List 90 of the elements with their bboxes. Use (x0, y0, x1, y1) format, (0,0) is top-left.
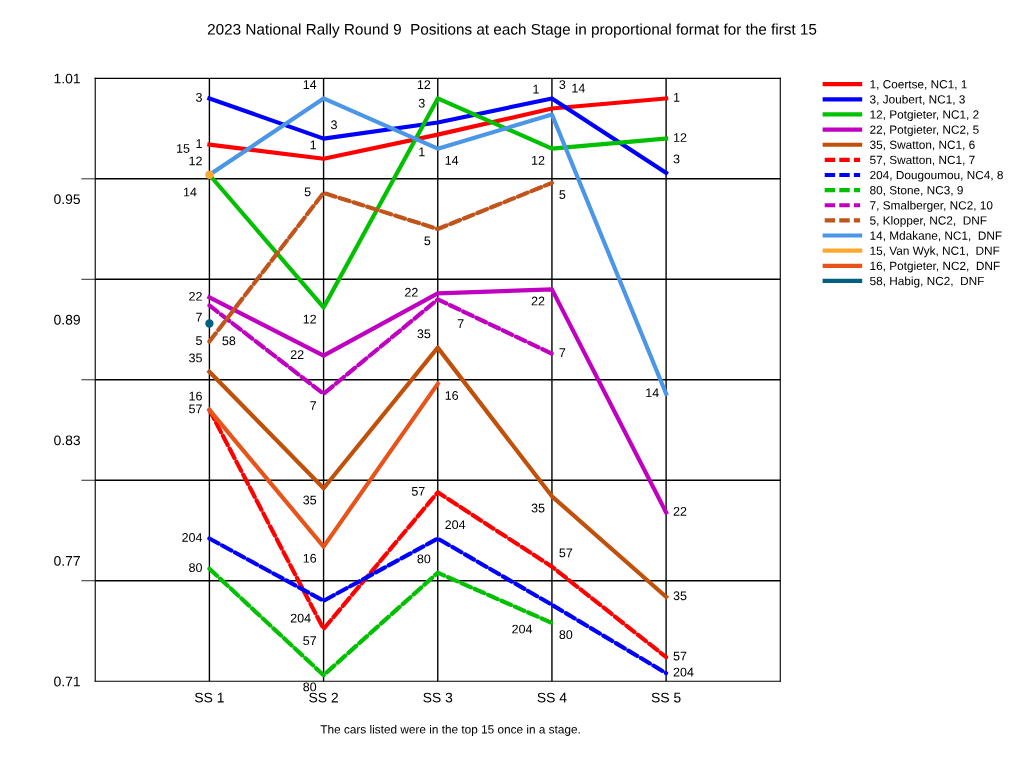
legend-label: 35, Swatton, NC1, 6 (870, 140, 975, 151)
annotation: 7 (310, 401, 317, 410)
annotation: 204 (512, 624, 533, 634)
annotation: 7 (559, 348, 566, 357)
annotation: 35 (673, 591, 687, 601)
annotation: 14 (646, 388, 659, 398)
annotation: 12 (532, 155, 545, 165)
annotation: 1 (674, 93, 680, 102)
annotation: 7 (196, 312, 202, 322)
annotation: 12 (674, 133, 687, 142)
annotation: 12 (417, 80, 431, 89)
annotation: 12 (189, 156, 202, 166)
annotation: 22 (531, 296, 545, 306)
annotation: 57 (303, 636, 317, 646)
annotation: 22 (405, 287, 418, 297)
annotation: 15 (177, 144, 190, 153)
annotation: 12 (303, 314, 317, 324)
annotation: 204 (182, 533, 203, 542)
legend-label: 80, Stone, NC3, 9 (870, 186, 963, 196)
line-series (207, 566, 555, 678)
legend-label: 15, Van Wyk, NC1, DNF (870, 246, 1000, 258)
annotation: 204 (445, 520, 466, 530)
legend-label: 1, Coertse, NC1, 1 (870, 80, 967, 90)
annotation: 35 (417, 329, 431, 339)
annotation: 14 (303, 80, 317, 89)
annotation: 14 (183, 187, 197, 197)
legend-label: 14, Mdakane, NC1, DNF (870, 231, 1002, 242)
annotation: 1 (419, 147, 425, 157)
y-tick-label: 1.01 (54, 73, 80, 84)
annotation: 5 (304, 187, 311, 197)
annotation: 14 (445, 156, 459, 165)
y-tick-label: 0.83 (54, 435, 80, 446)
y-tick-label: 0.77 (54, 555, 80, 566)
legend-label: 7, Smalberger, NC2, 10 (870, 200, 993, 212)
annotation: 5 (196, 336, 202, 345)
line-series (207, 96, 669, 175)
annotation: 22 (189, 291, 202, 301)
legend-label: 16, Potgieter, NC2, DNF (870, 261, 1000, 273)
x-tick-label: SS 5 (651, 692, 681, 703)
chart-title: 2023 National Rally Round 9 Positions at each Stage in proportional format for the first 15 (207, 23, 817, 38)
legend-label: 5, Klopper, NC2, DNF (870, 215, 987, 227)
annotation: 22 (290, 350, 304, 359)
annotation: 7 (457, 319, 464, 328)
annotation: 57 (559, 548, 573, 558)
annotation: 57 (673, 651, 687, 661)
y-tick-label: 0.89 (54, 314, 80, 325)
annotation: 58 (222, 336, 236, 346)
annotation: 80 (303, 682, 317, 692)
x-tick-label: SS 3 (423, 692, 453, 703)
annotation: 3 (673, 154, 680, 164)
legend-label: 57, Swatton, NC1, 7 (870, 155, 975, 166)
annotation: 35 (531, 503, 545, 513)
legend-label: 22, Potgieter, NC2, 5 (870, 125, 979, 137)
y-tick-label: 0.71 (54, 676, 80, 687)
annotation: 80 (559, 630, 573, 640)
annotation: 35 (189, 353, 202, 363)
annotation: 57 (411, 486, 425, 496)
annotation: 204 (673, 667, 694, 677)
annotation: 3 (418, 98, 425, 108)
annotation: 22 (673, 506, 687, 516)
annotation: 1 (196, 139, 202, 148)
line-series (207, 180, 555, 344)
legend-label: 12, Potgieter, NC1, 2 (870, 110, 979, 122)
annotation: 80 (417, 554, 431, 564)
x-tick-label: SS 4 (537, 692, 567, 703)
y-tick-label: 0.95 (54, 194, 81, 205)
annotation: 204 (290, 613, 311, 623)
annotation: 3 (331, 120, 337, 130)
annotation: 57 (189, 404, 202, 414)
line-series (207, 345, 669, 599)
line-series (207, 536, 669, 676)
annotation: 3 (559, 80, 566, 90)
x-tick-label: SS 2 (309, 692, 338, 703)
legend-label: 204, Dougoumou, NC4, 8 (870, 170, 1003, 182)
annotation: 5 (559, 190, 566, 199)
annotation: 14 (572, 83, 585, 93)
annotation: 16 (445, 391, 459, 400)
annotation: 5 (424, 236, 431, 246)
x-tick-label: SS 1 (194, 692, 224, 703)
annotation: 35 (303, 495, 317, 505)
legend-label: 3, Joubert, NC1, 3 (870, 94, 965, 105)
text: The cars listed were in the top 15 once in a stage. (320, 724, 580, 736)
line-series (207, 287, 669, 515)
annotation: 1 (533, 84, 539, 94)
annotation: 16 (189, 391, 202, 401)
annotation: 80 (189, 563, 202, 573)
annotation: 1 (310, 140, 317, 150)
annotation: 3 (195, 92, 202, 102)
legend-label: 58, Habig, NC2, DNF (870, 276, 984, 288)
annotation: 16 (303, 553, 317, 563)
